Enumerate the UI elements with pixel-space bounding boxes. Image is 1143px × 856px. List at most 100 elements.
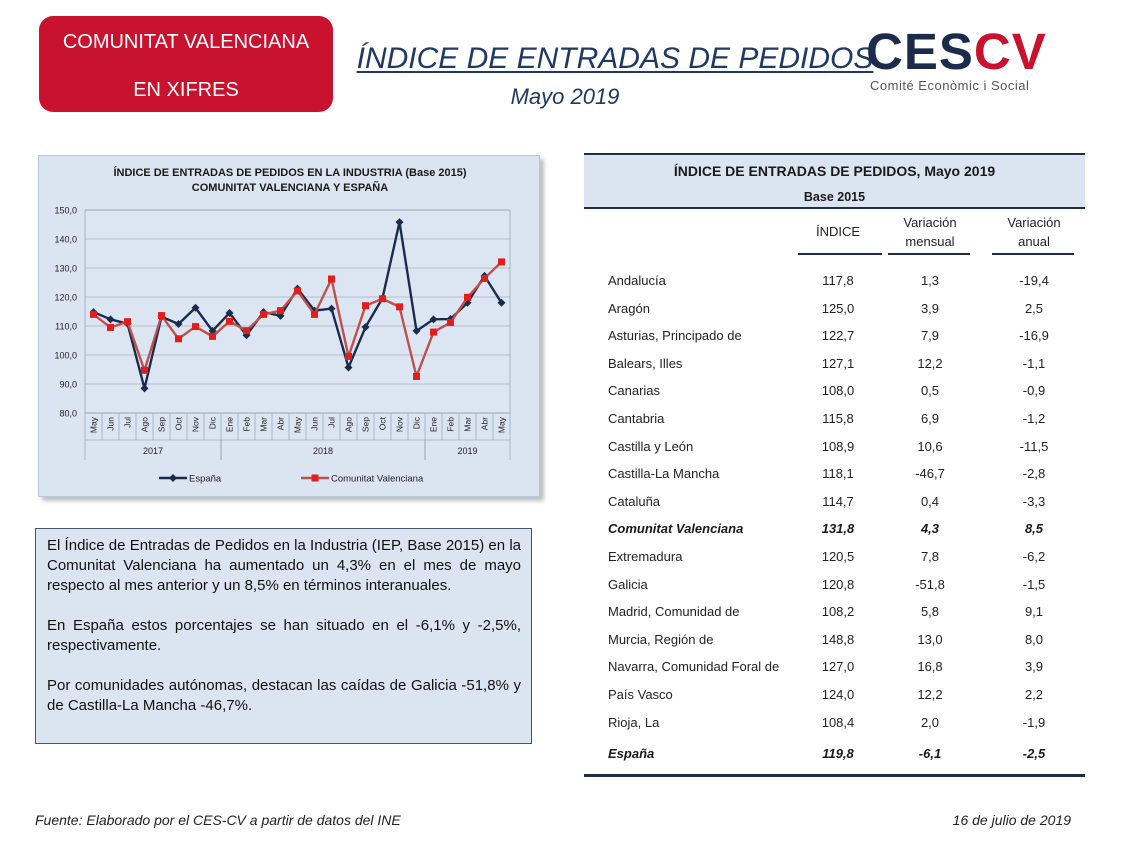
summary-paragraph-1: El Índice de Entradas de Pedidos en la I… [47, 537, 521, 594]
footer-date: 16 de julio de 2019 [952, 812, 1071, 828]
cell-indice: 120,5 [821, 549, 855, 564]
region-name: Asturias, Principado de [608, 328, 742, 344]
cell-indice: 119,8 [822, 746, 854, 762]
cell-anual: 3,9 [1024, 659, 1044, 675]
cell-mensual: 10,6 [917, 438, 943, 454]
summary-text-box: El Índice de Entradas de Pedidos en la I… [35, 528, 532, 744]
cell-mensual: 13,0 [917, 631, 943, 647]
col-header-mensual-line1: Variación [903, 215, 957, 230]
cell-indice: 114,7 [822, 493, 854, 509]
cell-indice: 115,8 [822, 411, 854, 426]
table-row: Cantabria 115,8 6,9 -1,2 [584, 411, 1085, 431]
cell-indice: 108,4 [821, 714, 855, 730]
y-tick-label: 80,0 [59, 409, 77, 419]
data-point-comunitat-valenciana [396, 303, 403, 311]
logo-cv: CV [973, 23, 1047, 80]
page-subtitle: Mayo 2019 [510, 84, 620, 109]
cell-indice: 108,2 [821, 604, 855, 620]
col-header-indice: ÍNDICE [815, 224, 861, 239]
cell-indice: 120,8 [821, 576, 855, 592]
data-point-espana [361, 323, 370, 332]
cell-anual: -16,9 [1019, 328, 1049, 344]
cell-mensual: 0,4 [920, 493, 940, 509]
region-name: Murcia, Región de [608, 631, 714, 647]
col-underline-indice [798, 253, 882, 255]
x-tick-label: Feb [242, 417, 252, 432]
x-tick-label: Ene [429, 417, 439, 432]
region-name: Extremadura [608, 549, 683, 564]
y-tick-label: 90,0 [59, 380, 77, 390]
region-name: Castilla-La Mancha [608, 466, 720, 482]
table-row: Galicia 120,8 -51,8 -1,5 [584, 577, 1085, 597]
cell-anual: -11,5 [1019, 438, 1049, 454]
region-name: Aragón [608, 300, 650, 316]
logo-wordmark: CESCV [866, 24, 1047, 80]
cell-indice: 131,8 [821, 521, 855, 537]
cell-indice: 148,8 [821, 631, 855, 647]
data-point-comunitat-valenciana [311, 310, 318, 318]
data-point-espana [344, 363, 353, 372]
x-tick-label: Jun [310, 417, 320, 431]
col-header-anual-line1: Variación [1007, 215, 1061, 230]
year-label: 2019 [457, 446, 477, 456]
cescv-logo: CESCV Comité Econòmic i Social [866, 24, 1076, 96]
x-tick-label: Sep [157, 417, 167, 432]
data-point-espana [327, 304, 336, 313]
line-chart-panel: ÍNDICE DE ENTRADAS DE PEDIDOS EN LA INDU… [38, 155, 540, 497]
data-table: ÍNDICE DE ENTRADAS DE PEDIDOS, Mayo 2019… [584, 153, 1085, 777]
table-row: Navarra, Comunidad Foral de 127,0 16,8 3,9 [584, 659, 1085, 679]
table-row: Extremadura 120,5 7,8 -6,2 [584, 549, 1085, 569]
data-point-comunitat-valenciana [294, 287, 301, 295]
table-row: Comunitat Valenciana 131,8 4,3 8,5 [584, 521, 1085, 541]
cell-anual: -0,9 [1022, 383, 1046, 399]
table-row: Canarias 108,0 0,5 -0,9 [584, 383, 1085, 403]
year-label: 2018 [313, 446, 333, 456]
data-point-comunitat-valenciana [209, 332, 216, 340]
region-badge: COMUNITAT VALENCIANA EN XIFRES [39, 16, 333, 112]
line-chart: ÍNDICE DE ENTRADAS DE PEDIDOS EN LA INDU… [54, 166, 511, 485]
data-point-comunitat-valenciana [175, 335, 182, 343]
data-point-espana [497, 298, 506, 307]
cell-mensual: 16,8 [917, 659, 943, 675]
x-tick-label: Oct [174, 416, 184, 430]
y-tick-label: 140,0 [54, 235, 77, 245]
cell-mensual: 7,8 [920, 549, 940, 564]
plot-area [84, 209, 511, 414]
cell-mensual: 6,9 [920, 411, 940, 426]
data-point-comunitat-valenciana [260, 310, 267, 318]
cell-mensual: -46,7 [915, 466, 945, 482]
cell-anual: -1,5 [1022, 576, 1046, 592]
col-header-mensual: Variación mensual [890, 213, 970, 251]
col-underline-mensual [888, 253, 970, 255]
x-tick-label: Jun [106, 417, 116, 431]
x-tick-label: May [89, 416, 99, 433]
data-point-comunitat-valenciana [192, 323, 199, 331]
x-tick-label: Jul [327, 417, 337, 428]
data-point-comunitat-valenciana [277, 307, 284, 315]
summary-paragraph-3: Por comunidades autónomas, destacan las … [47, 677, 521, 714]
y-tick-label: 110,0 [55, 322, 77, 332]
col-underline-anual [992, 253, 1074, 255]
cell-anual: 2,5 [1024, 300, 1044, 316]
cell-indice: 118,1 [822, 466, 854, 482]
cell-anual: -2,5 [1022, 746, 1046, 762]
x-tick-label: Ene [225, 417, 235, 432]
table-row: Andalucía 117,8 1,3 -19,4 [584, 273, 1085, 293]
cell-anual: -1,2 [1022, 411, 1046, 426]
x-tick-label: Feb [446, 417, 456, 432]
data-point-comunitat-valenciana [90, 310, 97, 318]
data-point-comunitat-valenciana [141, 366, 148, 374]
y-tick-label: 150,0 [54, 206, 77, 216]
cell-anual: 9,1 [1024, 604, 1044, 620]
region-name: Canarias [608, 383, 661, 399]
region-name: Cataluña [608, 493, 661, 509]
legend-label-espana: España [189, 474, 222, 485]
cell-anual: -19,4 [1019, 273, 1049, 288]
table-row: Castilla y León 108,9 10,6 -11,5 [584, 439, 1085, 459]
x-tick-label: Oct [378, 416, 388, 430]
logo-ces: CES [866, 23, 974, 80]
data-point-comunitat-valenciana [124, 318, 131, 326]
region-name: Comunitat Valenciana [608, 521, 744, 537]
x-tick-label: Jul [123, 417, 133, 428]
table-row: Cataluña 114,7 0,4 -3,3 [584, 494, 1085, 514]
